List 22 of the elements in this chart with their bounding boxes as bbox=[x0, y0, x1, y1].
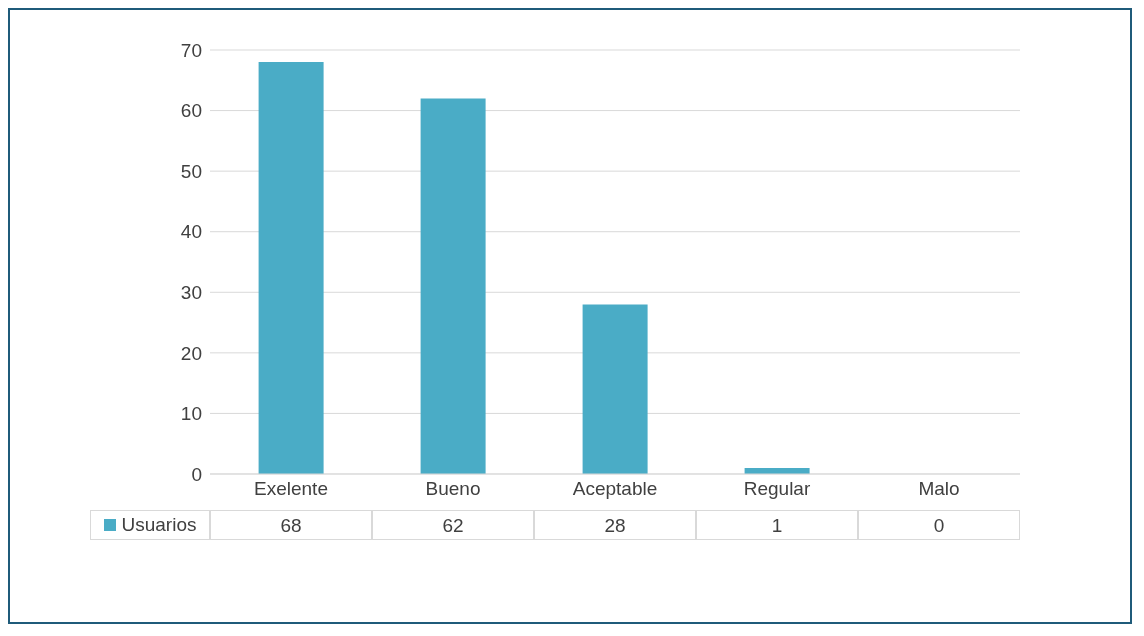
y-tick-label: 30 bbox=[180, 282, 202, 304]
legend-label: Usuarios bbox=[121, 513, 197, 537]
data-label: 62 bbox=[372, 510, 534, 540]
y-tick-label: 50 bbox=[180, 160, 202, 182]
x-tick-label: Exelente bbox=[254, 478, 328, 500]
y-tick-label: 40 bbox=[180, 221, 202, 243]
data-label: 0 bbox=[858, 510, 1020, 540]
y-tick-label: 60 bbox=[180, 100, 202, 122]
x-tick-label: Aceptable bbox=[572, 478, 658, 500]
bar bbox=[258, 62, 324, 474]
y-tick-label: 70 bbox=[180, 39, 202, 61]
x-tick-label: Malo bbox=[918, 478, 960, 500]
y-tick-label: 20 bbox=[180, 342, 202, 364]
data-label: 28 bbox=[534, 510, 696, 540]
data-label: 68 bbox=[210, 510, 372, 540]
x-tick-label: Regular bbox=[743, 478, 811, 500]
bar bbox=[420, 98, 486, 474]
x-tick-label: Bueno bbox=[425, 478, 481, 500]
data-label: 1 bbox=[696, 510, 858, 540]
bar bbox=[582, 304, 648, 474]
y-tick-label: 10 bbox=[180, 403, 202, 425]
y-tick-label: 0 bbox=[191, 463, 202, 485]
